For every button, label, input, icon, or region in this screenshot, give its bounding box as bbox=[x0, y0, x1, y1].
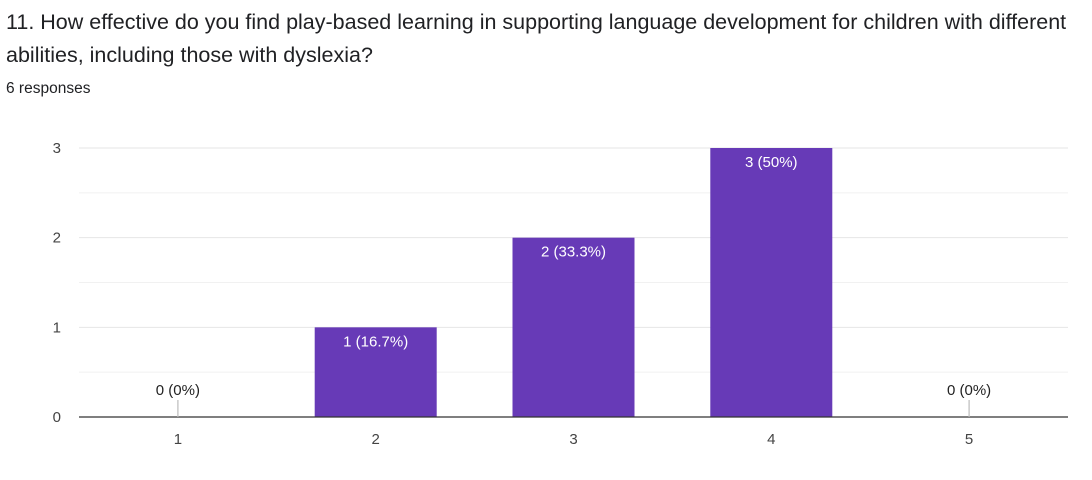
data-label: 3 (50%) bbox=[745, 154, 798, 171]
question-title: 11. How effective do you find play-based… bbox=[6, 10, 1067, 67]
x-tick-label: 1 bbox=[174, 431, 182, 448]
x-tick-label: 4 bbox=[767, 431, 775, 448]
bar-3 bbox=[512, 237, 635, 417]
bar-4 bbox=[710, 148, 833, 417]
data-labels: 0 (0%) 1 (16.7%) 2 (33.3%) 3 (50%) 0 (0%) bbox=[156, 154, 991, 417]
x-tick-label: 2 bbox=[372, 431, 380, 448]
y-tick-label: 1 bbox=[53, 319, 61, 336]
x-tick-label: 5 bbox=[965, 431, 973, 448]
y-tick-label: 3 bbox=[53, 140, 61, 157]
response-count: 6 responses bbox=[6, 80, 91, 97]
x-tick-label: 3 bbox=[569, 431, 577, 448]
bar-2 bbox=[314, 327, 437, 417]
bars bbox=[314, 148, 833, 417]
data-label: 2 (33.3%) bbox=[541, 244, 606, 261]
y-tick-label: 2 bbox=[53, 230, 61, 247]
data-label: 0 (0%) bbox=[947, 382, 991, 399]
y-tick-label: 0 bbox=[53, 409, 61, 426]
data-label: 1 (16.7%) bbox=[343, 333, 408, 350]
axes: 0 1 2 3 1 2 3 4 5 bbox=[53, 140, 1068, 448]
data-label: 0 (0%) bbox=[156, 382, 200, 399]
